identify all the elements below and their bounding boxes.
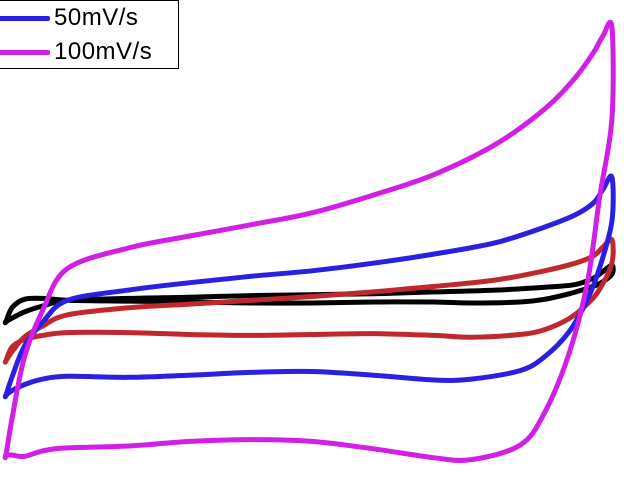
legend-swatch-50mvs — [0, 15, 50, 21]
legend-label-50mvs: 50mV/s — [54, 4, 139, 31]
legend-swatch-100mvs — [0, 49, 50, 55]
series-s50-loop — [2, 173, 616, 400]
series-s20-loop — [2, 236, 616, 365]
series-s100-loop — [2, 19, 616, 463]
legend: 50mV/s 100mV/s — [0, 0, 179, 69]
legend-item-50mvs: 50mV/s — [0, 1, 138, 35]
legend-label-100mvs: 100mV/s — [54, 38, 153, 65]
legend-item-100mvs: 100mV/s — [0, 35, 152, 69]
